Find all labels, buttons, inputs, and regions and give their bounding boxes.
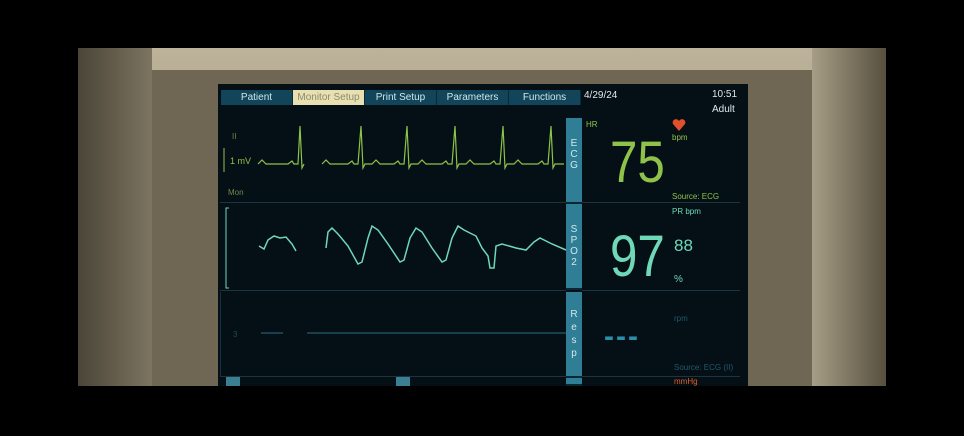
patient-type: Adult (712, 104, 735, 115)
bp-label (566, 378, 582, 386)
ecg-filter: Mon (228, 188, 244, 197)
tab-parameters[interactable]: Parameters (437, 90, 509, 105)
bezel-right (812, 48, 886, 386)
spo2-numeric-panel[interactable]: PR bpm 97 88 % (582, 204, 740, 291)
resp-trace (261, 332, 567, 334)
date: 4/29/24 (584, 90, 618, 101)
heart-icon (672, 119, 686, 131)
spo2-value: 97 (610, 224, 665, 289)
resp-label[interactable]: Resp (566, 292, 582, 378)
ecg-label[interactable]: ECG (566, 118, 582, 204)
spo2-label[interactable]: SPO2 (566, 204, 582, 290)
tab-patient[interactable]: Patient (221, 90, 293, 105)
hr-numeric-panel[interactable]: HR bpm 75 Source: ECG (582, 118, 740, 203)
resp-numeric-panel[interactable]: rpm --- Source: ECG (II) (582, 292, 740, 377)
hr-label: HR (586, 120, 598, 129)
menu-tabs: Patient Monitor Setup Print Setup Parame… (221, 90, 581, 105)
resp-unit: rpm (674, 314, 688, 323)
hr-unit: bpm (672, 133, 688, 142)
scroll-handle-mid[interactable] (396, 377, 410, 386)
scroll-handle-left[interactable] (226, 377, 240, 386)
spo2-waveform-panel (220, 204, 566, 291)
ecg-trace (223, 125, 564, 172)
tab-monitor-setup[interactable]: Monitor Setup (293, 90, 365, 105)
time: 10:51 (712, 89, 738, 100)
ecg-label-text: ECG (570, 138, 578, 171)
ecg-lead: II (232, 132, 237, 141)
resp-label-text: Resp (570, 309, 578, 359)
pr-label: PR bpm (672, 207, 701, 216)
hr-value: 75 (610, 130, 665, 195)
resp-source: Source: ECG (II) (674, 363, 734, 372)
pr-value: 88 (674, 236, 693, 255)
tab-print-setup[interactable]: Print Setup (365, 90, 437, 105)
resp-waveform-panel: 3 (220, 292, 567, 377)
spo2-label-text: SPO2 (570, 224, 578, 268)
monitor-screen: Patient Monitor Setup Print Setup Parame… (218, 84, 748, 386)
tab-functions[interactable]: Functions (509, 90, 581, 105)
resp-scale: 3 (233, 330, 238, 339)
hr-source: Source: ECG (672, 192, 720, 201)
bezel-left (78, 48, 152, 386)
resp-value: --- (604, 320, 640, 353)
ecg-waveform-panel: II 1 mV Mon (220, 108, 566, 203)
bp-unit: mmHg (674, 377, 698, 386)
spo2-trace (225, 207, 566, 289)
ecg-scale: 1 mV (230, 156, 252, 166)
spo2-unit: % (674, 274, 683, 285)
